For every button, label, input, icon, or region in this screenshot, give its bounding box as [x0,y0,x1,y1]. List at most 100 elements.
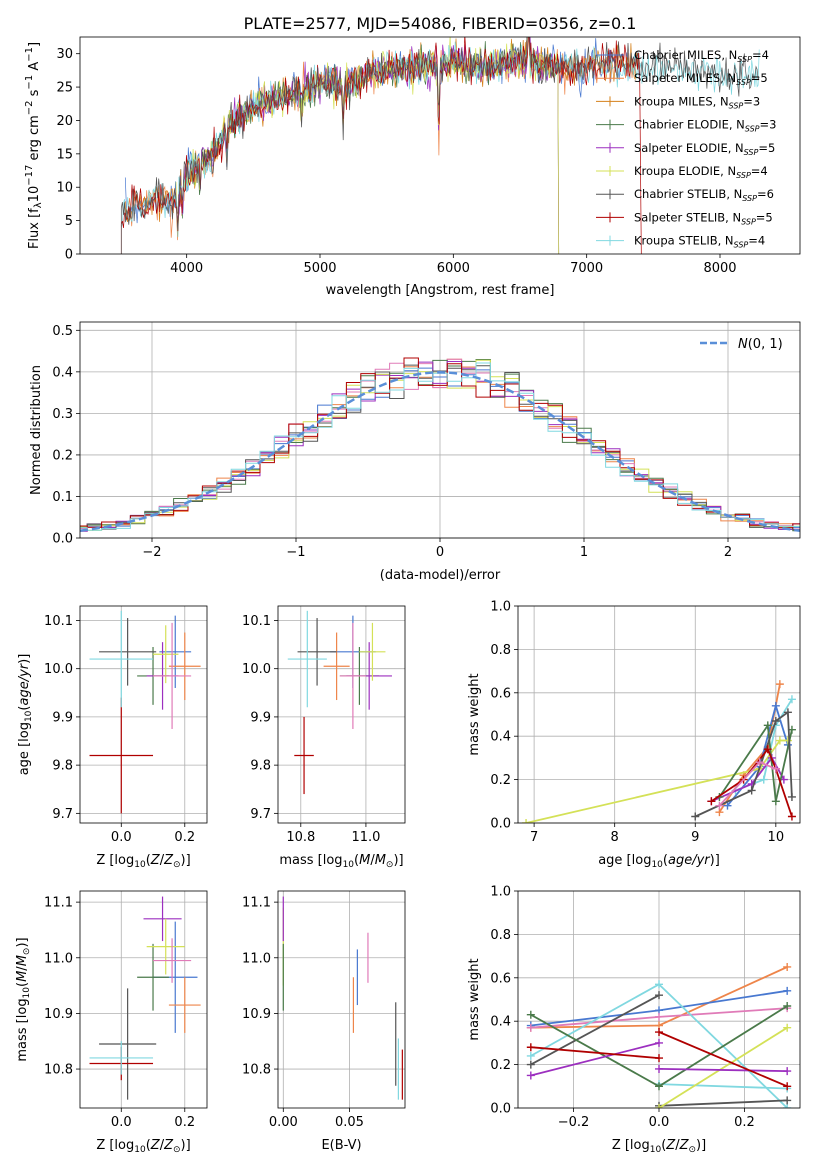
z-axis-label: Z [log10(Z/Z⊙)] [96,1138,190,1155]
weight-z-xtick-label: 0.0 [649,1115,670,1130]
weight-age-marker [771,797,780,806]
spectrum-legend: Chabrier MILES, NSSP=4 Salpeter MILES, NS… [596,48,776,250]
mass-ebv-plot-area [282,896,403,1100]
mass-ebv-ytick-label: 11.0 [242,951,271,966]
mass-ebv-ytick-label: 11.1 [242,896,271,911]
spectrum-ytick-label: 30 [56,47,73,62]
weight-z-ytick-label: 0.0 [490,1102,511,1117]
weight-z-marker [783,1096,792,1105]
weight-z-marker [783,1082,792,1091]
mass-z-ytick-label: 11.1 [44,896,73,911]
spectrum-series-chabrier-stelib [120,37,760,254]
age-z-plot-area [89,610,201,814]
legend-label: Salpeter ELODIE, NSSP=5 [634,141,775,157]
histogram-ytick-label: 0.5 [52,324,73,339]
weight-z-ylabel: mass weight [467,958,482,1040]
weight-age-marker [771,701,780,710]
age-z-ytick-label: 10.0 [44,662,73,677]
weight-z-series [658,1083,788,1090]
histogram-plot-area [80,357,800,532]
age-z-ytick-label: 10.1 [44,614,73,629]
gaussian-curve [80,371,800,532]
histogram-ytick-label: 0.0 [52,532,73,547]
weight-age-xtick-label: 8 [611,830,619,845]
weight-age-ytick-label: 0.8 [490,643,511,658]
histogram-ylabel: Normed distribution [29,365,44,495]
weight-z-series [658,1068,788,1072]
weight-z-series [530,1042,660,1077]
weight-z-marker [526,1060,535,1069]
weight-z-ytick-label: 1.0 [490,885,511,900]
weight-age-marker [763,745,772,754]
mass-ebv-grid [278,891,405,1108]
weight-age-marker [787,792,796,801]
histogram-ytick-label: 0.1 [52,490,73,505]
weight-z-marker [655,1082,663,1091]
legend-label: Kroupa STELIB, NSSP=4 [634,234,765,250]
spectrum-xtick-label: 7000 [570,261,603,276]
mass-z-ytick-label: 11.0 [44,951,73,966]
panels: 4000 5000 6000 7000 8000051015202530waveleng… [15,36,801,1155]
weight-z-series [658,1031,788,1088]
legend-label: Chabrier STELIB, NSSP=6 [634,187,774,203]
weight-z-ytick-label: 0.2 [490,1058,511,1073]
legend-label: Salpeter STELIB, NSSP=5 [634,210,773,226]
age-mass-ytick-label: 10.1 [242,614,271,629]
weight-age-series [718,722,793,802]
weight-age-xtick-label: 7 [530,830,538,845]
panel-age-z: 0.0 0.2 9.7 9.8 9.9 10.0 10.1 Z [log10(Z/Z⊙)] ag… [17,605,208,870]
histogram-xtick-label: −1 [286,545,305,560]
weight-age-marker [723,801,732,810]
panel-weight-z: −0.2 0.0 0.2 0.0 0.2 0.4 0.6 0.8 1.0 Z [log10(Z/Z… [467,885,801,1155]
mass-axis-label: mass [log10(M/M⊙)] [279,853,403,870]
weight-z-marker [783,1002,792,1011]
weight-age-marker [775,736,784,745]
weight-z-marker [655,1104,663,1108]
age-z-xtick-label: 0.0 [111,830,132,845]
histogram-xtick-label: 0 [436,545,444,560]
weight-z-grid [518,890,800,1109]
age-mass-ytick-label: 9.8 [250,759,271,774]
histogram-xtick-label: 1 [580,545,588,560]
histogram-xtick-label: 2 [724,545,732,560]
mass-ebv-frame [277,890,406,1109]
weight-z-marker [526,1023,535,1032]
mass-z-xtick-label: 0.0 [111,1115,132,1130]
panel-weight-age: 7 8 9 10 0.0 0.2 0.4 0.6 0.8 1.0 age [log10(age/yr… [467,600,801,870]
weight-z-marker [655,1028,663,1037]
weight-age-xtick-label: 9 [691,830,699,845]
spectrum-series-chabrier-miles [124,37,640,228]
weight-age-grid [518,605,800,824]
weight-age-xtick-label: 10 [768,830,785,845]
panel-mass-ebv: 0.00 0.05 10.8 10.9 11.0 11.1 E(B-V) [242,890,406,1153]
spectrum-ytick-label: 15 [56,147,73,162]
mass-z-ytick-label: 10.8 [44,1063,73,1078]
age-z-xtick-label: 0.2 [174,830,195,845]
weight-age-marker [755,758,764,767]
weight-z-marker [655,991,663,1000]
weight-z-series [658,1026,788,1108]
weight-age-marker [759,775,768,784]
spectrum-xtick-label: 5000 [303,261,336,276]
weight-age-frame [517,605,801,824]
z-axis-label: Z [log10(Z/Z⊙)] [612,1138,706,1155]
weight-age-marker [691,812,700,821]
weight-z-marker [526,1071,535,1080]
weight-age-series [726,702,789,807]
weight-z-marker [783,1023,792,1032]
weight-age-marker [787,812,796,821]
weight-z-marker [655,1054,663,1063]
weight-age-ytick-label: 0.0 [490,817,511,832]
age-z-grid [80,606,207,823]
weight-z-ytick-label: 0.8 [490,928,511,943]
weight-age-marker [763,721,772,730]
weight-age-marker [771,764,780,773]
weight-age-ylabel: mass weight [467,673,482,755]
spectrum-frame [79,36,801,255]
legend-label: N(0, 1) [738,337,783,352]
spectrum-xtick-label: 6000 [437,261,470,276]
age-mass-xtick-label: 10.8 [286,830,315,845]
spectrum-xtick-label: 8000 [703,261,736,276]
histogram-ytick-label: 0.2 [52,448,73,463]
